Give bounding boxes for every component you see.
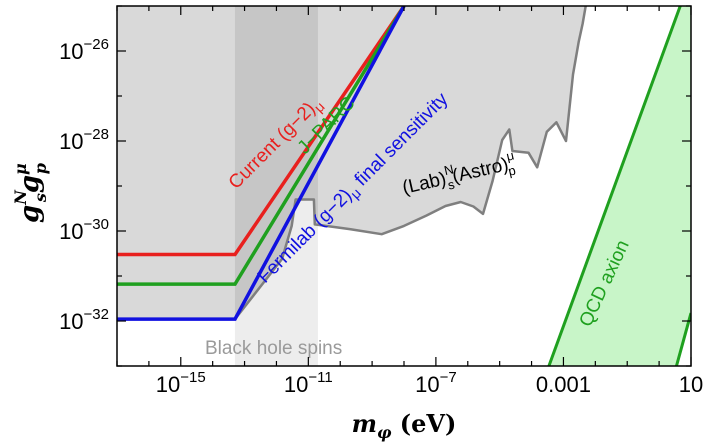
- y-axis-label: gNsgμp: [11, 163, 50, 223]
- qcd-axion-right-edge: [675, 312, 691, 366]
- lab-astro-region: [117, 6, 586, 320]
- axes: 10−15 10−11 10−7 0.001 10 10−32 10−30 10−28 10−2…: [11, 5, 703, 442]
- x-axis-label: mφ (eV): [352, 409, 457, 442]
- jparc-curve: [117, 6, 406, 286]
- qcd-axion-band: [548, 6, 691, 366]
- x-tick-label: 10−7: [415, 369, 457, 397]
- current-curve: [117, 6, 406, 257]
- y-tick-label: 10−28: [59, 126, 109, 154]
- x-tick-label: 10: [679, 372, 703, 397]
- y-tick-label: 10−26: [59, 36, 109, 64]
- fermilab-curve: [117, 6, 406, 321]
- y-tick-label: 10−30: [59, 216, 109, 244]
- plot-area: [117, 6, 691, 366]
- y-tick-label: 10−32: [59, 306, 109, 334]
- x-tick-label: 10−15: [156, 369, 206, 397]
- lab-astro-boundary: [234, 6, 587, 320]
- qcd-axion-left-edge: [547, 6, 682, 366]
- black-hole-spins-label: Black hole spins: [205, 338, 342, 359]
- x-tick-label: 10−11: [284, 369, 333, 397]
- x-tick-label: 0.001: [536, 372, 591, 397]
